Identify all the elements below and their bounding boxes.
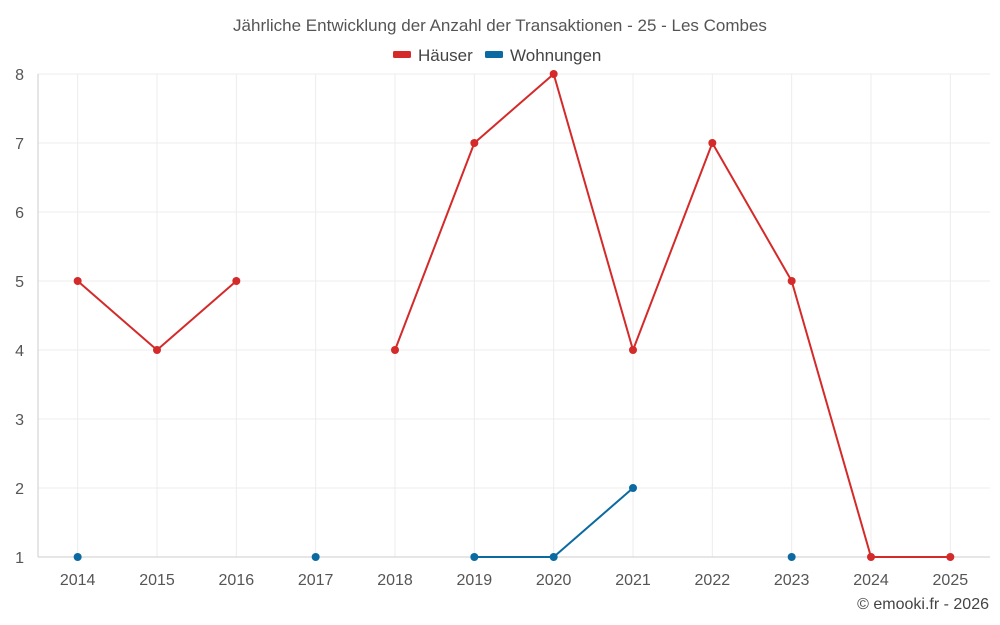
series-0 [73,70,955,561]
legend-item-wohnungen[interactable]: Wohnungen [485,46,601,65]
y-tick-label: 8 [15,67,24,84]
data-point[interactable] [73,277,82,285]
series-line-segment [394,142,476,351]
data-point[interactable] [549,70,558,78]
x-tick-label: 2024 [853,572,889,589]
y-tick-label: 7 [15,136,24,153]
y-tick-label: 1 [15,550,24,567]
x-tick-label: 2021 [615,572,651,589]
series-line-segment [552,487,634,558]
axes [37,74,990,558]
legend-item-haeuser[interactable]: Häuser [393,46,473,65]
series-line-segment [156,280,238,351]
data-point[interactable] [708,139,717,147]
credit-text: © emooki.fr - 2026 [857,596,989,613]
grid [38,73,990,557]
legend-label-haeuser: Häuser [418,46,473,65]
x-tick-label: 2025 [933,572,969,589]
x-tick-label: 2022 [695,572,731,589]
series-line-segment [76,280,158,351]
y-tick-label: 2 [15,481,24,498]
chart-title: Jährliche Entwicklung der Anzahl der Tra… [233,16,767,35]
y-axis-ticks: 1 2 3 4 5 6 7 8 [15,67,24,567]
data-point[interactable] [787,553,796,561]
x-tick-label: 2017 [298,572,334,589]
series-line-segment [790,280,872,558]
data-point[interactable] [232,277,241,285]
data-point[interactable] [549,553,558,561]
x-tick-label: 2016 [219,572,255,589]
data-point[interactable] [867,553,875,561]
x-tick-label: 2015 [139,572,175,589]
series-line-segment [473,73,555,144]
x-tick-label: 2014 [60,572,96,589]
y-tick-label: 3 [15,412,24,429]
y-tick-label: 5 [15,274,24,291]
data-point[interactable] [946,553,955,561]
data-point[interactable] [470,553,479,561]
data-point[interactable] [787,277,796,285]
x-axis-ticks: 2014 2015 2016 2017 2018 2019 2020 2021 2022 2023… [60,572,968,589]
y-tick-label: 4 [15,343,24,360]
data-point[interactable] [391,346,399,354]
legend-swatch-wohnungen [485,51,503,58]
data-point[interactable] [73,553,82,561]
data-point[interactable] [629,484,637,492]
series [73,70,955,561]
data-point[interactable] [629,346,637,354]
x-tick-label: 2023 [774,572,810,589]
x-tick-label: 2020 [536,572,572,589]
legend: Häuser Wohnungen [393,46,601,65]
series-line-segment [711,142,793,282]
legend-swatch-haeuser [393,51,411,58]
y-tick-label: 6 [15,205,24,222]
x-tick-label: 2019 [457,572,493,589]
data-point[interactable] [311,553,320,561]
data-point[interactable] [470,139,479,147]
data-point[interactable] [153,346,161,354]
x-tick-label: 2018 [377,572,413,589]
series-line-segment [552,73,634,351]
series-1 [73,484,796,561]
series-line-segment [632,142,714,351]
legend-label-wohnungen: Wohnungen [510,46,601,65]
